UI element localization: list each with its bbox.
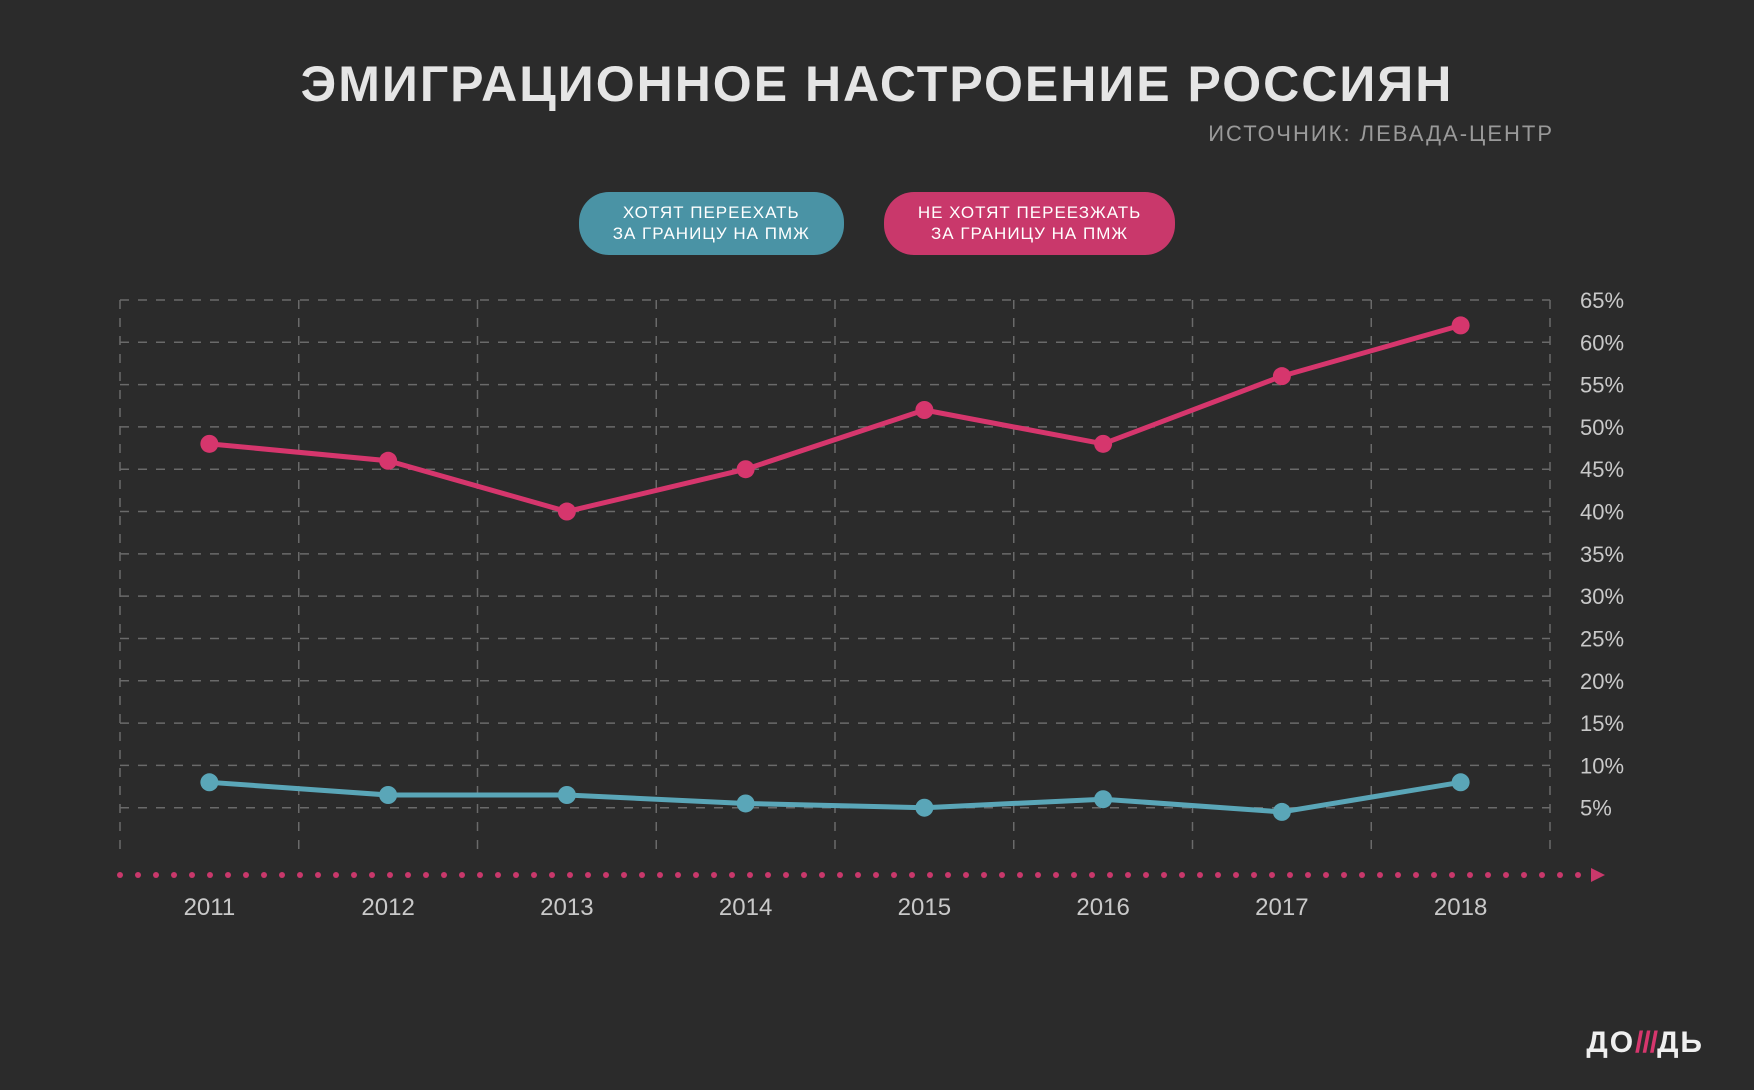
line-chart: 2011 2012 2013 2014 2015 2016 2017 2018 5% 10% 15%… <box>90 290 1660 940</box>
svg-text:25%: 25% <box>1580 626 1624 651</box>
chart-title: ЭМИГРАЦИОННОЕ НАСТРОЕНИЕ РОССИЯН <box>180 55 1574 113</box>
svg-text:45%: 45% <box>1580 457 1624 482</box>
brand-prefix: ДО <box>1586 1026 1635 1059</box>
brand-slashes-icon: /// <box>1635 1026 1657 1059</box>
svg-text:65%: 65% <box>1580 290 1624 313</box>
svg-text:30%: 30% <box>1580 584 1624 609</box>
legend-label: НЕ ХОТЯТ ПЕРЕЕЗЖАТЬ <box>918 203 1141 222</box>
svg-text:40%: 40% <box>1580 500 1624 525</box>
svg-text:60%: 60% <box>1580 330 1624 355</box>
svg-text:55%: 55% <box>1580 373 1624 398</box>
brand-suffix: ДЬ <box>1657 1026 1704 1059</box>
legend-label: ЗА ГРАНИЦУ НА ПМЖ <box>613 224 810 243</box>
svg-text:2016: 2016 <box>1076 894 1129 921</box>
legend-item-want: ХОТЯТ ПЕРЕЕХАТЬ ЗА ГРАНИЦУ НА ПМЖ <box>579 192 844 255</box>
legend-label: ХОТЯТ ПЕРЕЕХАТЬ <box>623 203 800 222</box>
svg-text:10%: 10% <box>1580 753 1624 778</box>
svg-text:2013: 2013 <box>540 894 593 921</box>
svg-text:2014: 2014 <box>719 894 772 921</box>
svg-text:20%: 20% <box>1580 669 1624 694</box>
svg-text:2018: 2018 <box>1434 894 1487 921</box>
chart-subtitle: ИСТОЧНИК: ЛЕВАДА-ЦЕНТР <box>180 121 1574 147</box>
brand-logo: ДО///ДЬ <box>1586 1026 1704 1060</box>
svg-text:2012: 2012 <box>361 894 414 921</box>
svg-text:15%: 15% <box>1580 711 1624 736</box>
svg-text:2015: 2015 <box>898 894 951 921</box>
svg-text:2017: 2017 <box>1255 894 1308 921</box>
legend: ХОТЯТ ПЕРЕЕХАТЬ ЗА ГРАНИЦУ НА ПМЖ НЕ ХОТ… <box>0 192 1754 255</box>
svg-text:5%: 5% <box>1580 796 1612 821</box>
svg-text:50%: 50% <box>1580 415 1624 440</box>
legend-label: ЗА ГРАНИЦУ НА ПМЖ <box>931 224 1128 243</box>
svg-text:35%: 35% <box>1580 542 1624 567</box>
legend-item-dont-want: НЕ ХОТЯТ ПЕРЕЕЗЖАТЬ ЗА ГРАНИЦУ НА ПМЖ <box>884 192 1175 255</box>
svg-text:2011: 2011 <box>184 894 236 921</box>
